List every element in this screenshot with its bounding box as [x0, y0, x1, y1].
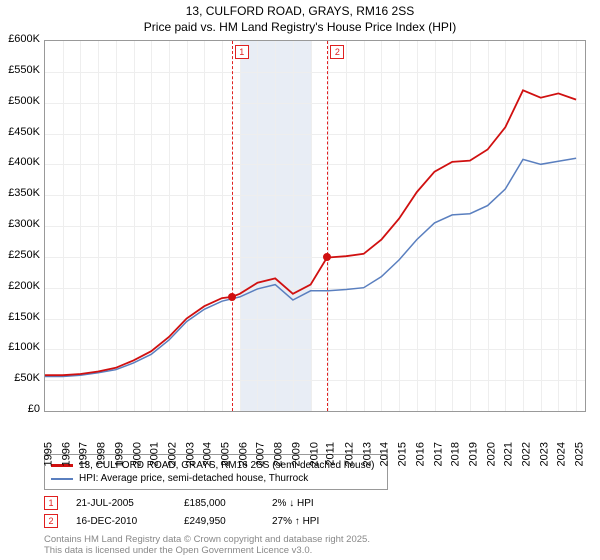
title-line-2: Price paid vs. HM Land Registry's House …	[0, 20, 600, 36]
sale-note-row: 2 16-DEC-2010 £249,950 27% ↑ HPI	[44, 512, 319, 530]
x-tick-label: 1997	[78, 442, 90, 466]
x-tick-label: 2020	[485, 442, 497, 466]
legend-label: HPI: Average price, semi-detached house,…	[79, 473, 308, 484]
note-delta: 2% ↓ HPI	[272, 498, 314, 509]
x-tick-label: 2001	[149, 442, 161, 466]
note-badge: 2	[44, 514, 58, 528]
plot-area: 12	[44, 40, 586, 412]
note-price: £185,000	[184, 498, 254, 509]
x-tick-label: 2023	[538, 442, 550, 466]
y-tick-label: £300K	[4, 218, 40, 230]
sale-point	[228, 293, 236, 301]
x-tick-label: 2008	[273, 442, 285, 466]
note-date: 21-JUL-2005	[76, 498, 166, 509]
y-tick-label: £200K	[4, 280, 40, 292]
sale-note-row: 1 21-JUL-2005 £185,000 2% ↓ HPI	[44, 494, 319, 512]
y-tick-label: £100K	[4, 341, 40, 353]
series-hpi	[45, 158, 576, 376]
x-tick-label: 2010	[308, 442, 320, 466]
copyright-line-2: This data is licensed under the Open Gov…	[44, 545, 370, 556]
x-tick-label: 2015	[397, 442, 409, 466]
x-tick-label: 2025	[574, 442, 586, 466]
y-tick-label: £0	[4, 403, 40, 415]
x-tick-label: 2003	[184, 442, 196, 466]
y-tick-label: £550K	[4, 64, 40, 76]
x-tick-label: 2000	[131, 442, 143, 466]
series-price_paid	[45, 90, 576, 375]
y-tick-label: £400K	[4, 156, 40, 168]
series-layer	[45, 41, 585, 411]
x-tick-label: 1995	[42, 442, 54, 466]
legend-swatch	[51, 478, 73, 480]
x-tick-label: 2012	[343, 442, 355, 466]
legend-item: HPI: Average price, semi-detached house,…	[51, 472, 381, 485]
y-tick-label: £350K	[4, 187, 40, 199]
x-tick-label: 2017	[432, 442, 444, 466]
x-tick-label: 1999	[113, 442, 125, 466]
chart-title: 13, CULFORD ROAD, GRAYS, RM16 2SS Price …	[0, 0, 600, 35]
sale-notes: 1 21-JUL-2005 £185,000 2% ↓ HPI 2 16-DEC-2010…	[44, 494, 319, 530]
y-tick-label: £150K	[4, 311, 40, 323]
x-tick-label: 2005	[220, 442, 232, 466]
x-tick-label: 2004	[202, 442, 214, 466]
x-tick-label: 2002	[166, 442, 178, 466]
copyright-line-1: Contains HM Land Registry data © Crown c…	[44, 534, 370, 545]
note-delta: 27% ↑ HPI	[272, 516, 319, 527]
note-price: £249,950	[184, 516, 254, 527]
x-tick-label: 2024	[556, 442, 568, 466]
x-tick-label: 2011	[325, 442, 337, 466]
title-line-1: 13, CULFORD ROAD, GRAYS, RM16 2SS	[0, 4, 600, 20]
note-date: 16-DEC-2010	[76, 516, 166, 527]
sale-point	[323, 253, 331, 261]
y-tick-label: £50K	[4, 372, 40, 384]
x-tick-label: 2018	[450, 442, 462, 466]
x-tick-label: 2016	[414, 442, 426, 466]
x-tick-label: 2013	[361, 442, 373, 466]
y-tick-label: £250K	[4, 249, 40, 261]
x-tick-label: 2007	[255, 442, 267, 466]
copyright: Contains HM Land Registry data © Crown c…	[44, 534, 370, 556]
x-tick-label: 2022	[521, 442, 533, 466]
x-tick-label: 2021	[503, 442, 515, 466]
y-tick-label: £600K	[4, 33, 40, 45]
y-tick-label: £500K	[4, 95, 40, 107]
x-tick-label: 1998	[96, 442, 108, 466]
x-tick-label: 2019	[467, 442, 479, 466]
x-tick-label: 2009	[290, 442, 302, 466]
x-tick-label: 1996	[60, 442, 72, 466]
note-badge: 1	[44, 496, 58, 510]
x-tick-label: 2014	[379, 442, 391, 466]
y-tick-label: £450K	[4, 126, 40, 138]
x-tick-label: 2006	[237, 442, 249, 466]
